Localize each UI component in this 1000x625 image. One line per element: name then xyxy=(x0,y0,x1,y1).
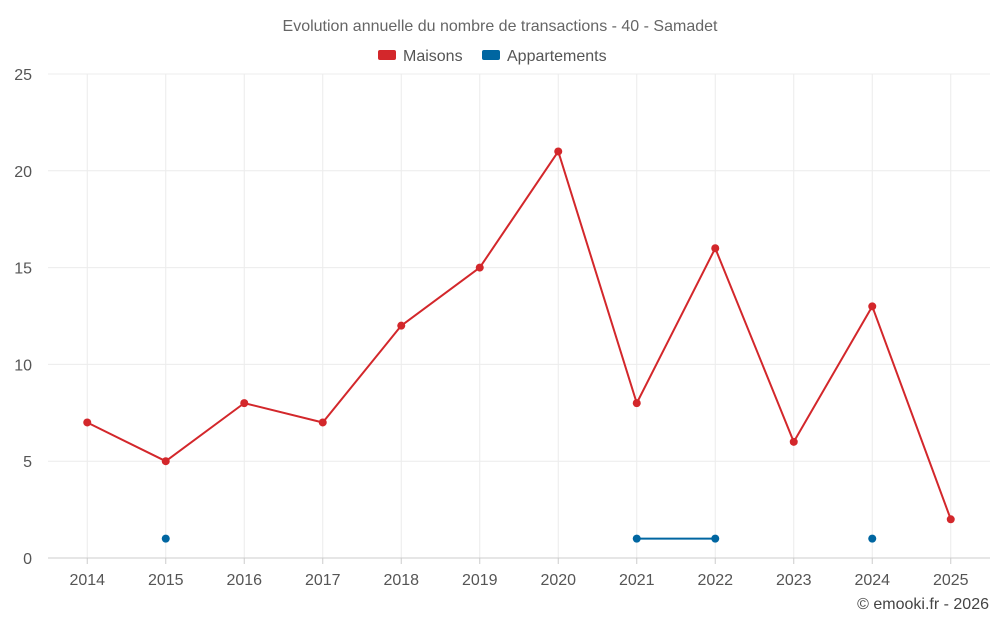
series xyxy=(83,147,955,543)
legend-item-maisons[interactable]: Maisons xyxy=(378,48,463,65)
legend-label-appartements: Appartements xyxy=(507,48,607,65)
data-point-maisons-2021[interactable] xyxy=(632,399,641,408)
y-tick-label: 20 xyxy=(14,164,32,181)
data-point-maisons-2025[interactable] xyxy=(946,515,955,524)
x-tick-label: 2023 xyxy=(776,572,812,589)
x-tick-label: 2018 xyxy=(383,572,419,589)
credit-text: © emooki.fr - 2026 xyxy=(857,596,989,613)
data-point-maisons-2014[interactable] xyxy=(83,418,92,427)
x-tick-label: 2014 xyxy=(69,572,105,589)
x-tick-label: 2020 xyxy=(540,572,576,589)
data-point-appartements-2015[interactable] xyxy=(161,534,170,543)
y-tick-label: 15 xyxy=(14,261,32,278)
data-point-maisons-2020[interactable] xyxy=(554,147,563,156)
y-tick-label: 0 xyxy=(23,551,32,568)
x-tick-label: 2024 xyxy=(854,572,890,589)
x-tick-label: 2025 xyxy=(933,572,969,589)
data-point-maisons-2016[interactable] xyxy=(240,399,249,408)
grid xyxy=(48,73,990,558)
data-point-maisons-2019[interactable] xyxy=(475,263,484,272)
x-tick-label: 2022 xyxy=(697,572,733,589)
y-tick-label: 25 xyxy=(14,67,32,84)
series-line-maisons xyxy=(86,150,952,520)
data-point-maisons-2023[interactable] xyxy=(789,437,798,446)
y-tick-label: 5 xyxy=(23,454,32,471)
x-tick-label: 2015 xyxy=(148,572,184,589)
chart-title: Evolution annuelle du nombre de transact… xyxy=(283,18,718,35)
x-tick-label: 2021 xyxy=(619,572,655,589)
data-point-appartements-2022[interactable] xyxy=(711,534,720,543)
data-point-maisons-2024[interactable] xyxy=(868,302,877,311)
x-tick-label: 2019 xyxy=(462,572,498,589)
data-point-maisons-2017[interactable] xyxy=(318,418,327,427)
data-point-maisons-2018[interactable] xyxy=(397,321,406,330)
data-point-appartements-2021[interactable] xyxy=(632,534,641,543)
legend-item-appartements[interactable]: Appartements xyxy=(482,48,607,65)
data-point-appartements-2024[interactable] xyxy=(868,534,877,543)
legend-label-maisons: Maisons xyxy=(403,48,463,65)
legend-swatch-maisons xyxy=(378,50,396,60)
x-tick-label: 2016 xyxy=(226,572,262,589)
x-tick-label: 2017 xyxy=(305,572,341,589)
data-point-maisons-2022[interactable] xyxy=(711,244,720,253)
legend: Maisons Appartements xyxy=(378,48,607,65)
y-tick-label: 10 xyxy=(14,357,32,374)
legend-swatch-appartements xyxy=(482,50,500,60)
data-point-maisons-2015[interactable] xyxy=(161,457,170,466)
